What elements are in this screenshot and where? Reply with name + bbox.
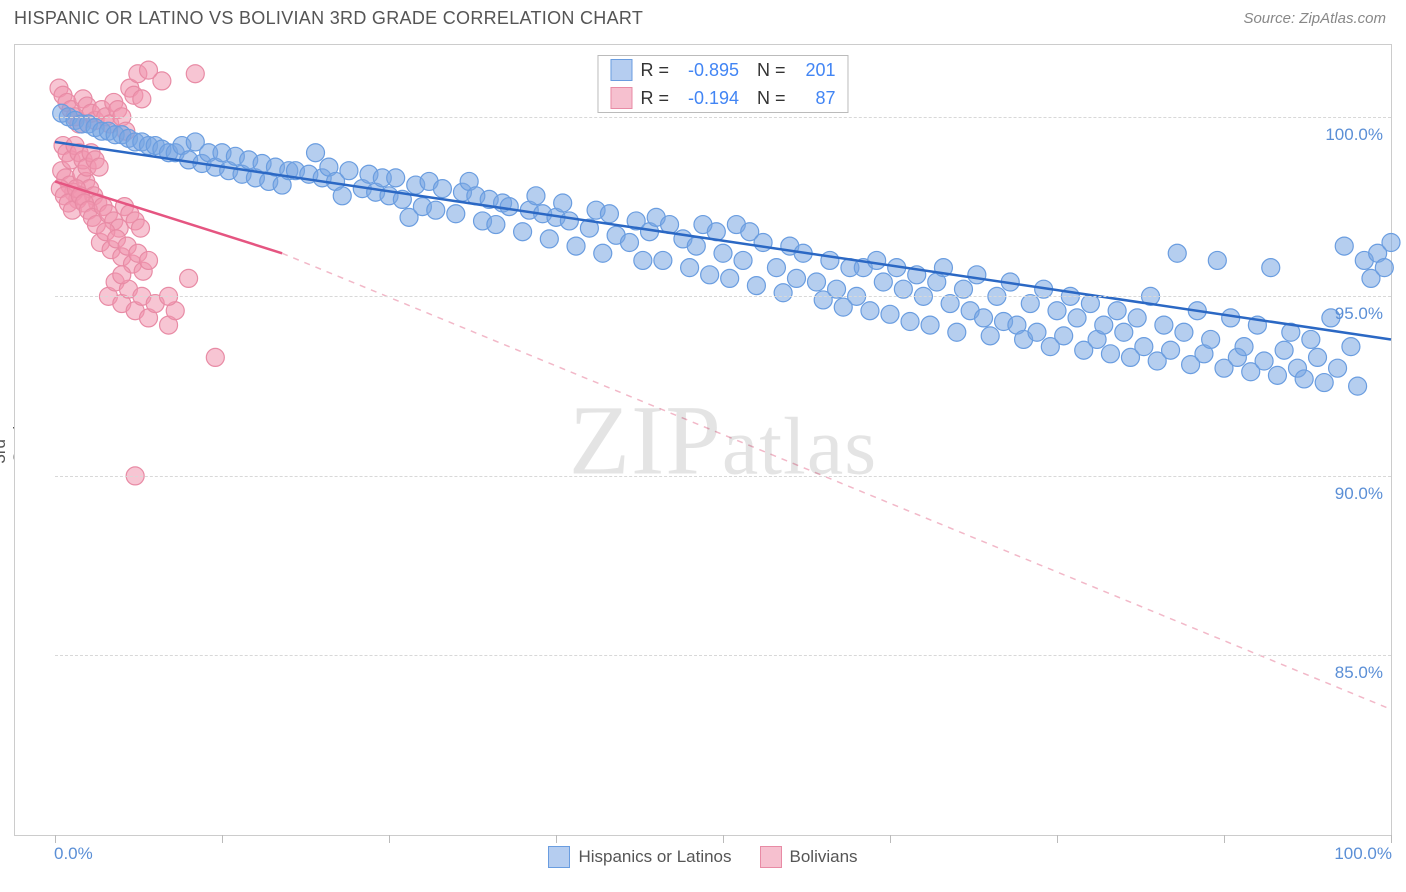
stat-r-value: -0.194 [677, 88, 739, 109]
stat-n-label: N = [747, 60, 786, 81]
legend-label: Bolivians [790, 847, 858, 867]
stat-n-value: 87 [794, 88, 836, 109]
legend-swatch [548, 846, 570, 868]
stat-r-value: -0.895 [677, 60, 739, 81]
scatter-svg [55, 45, 1391, 835]
legend-label: Hispanics or Latinos [578, 847, 731, 867]
stat-n-label: N = [747, 88, 786, 109]
legend-stats-row: R = -0.194 N = 87 [598, 84, 847, 112]
x-tick [890, 835, 891, 843]
chart-title: HISPANIC OR LATINO VS BOLIVIAN 3RD GRADE… [14, 8, 643, 29]
gridline [55, 476, 1391, 477]
stat-r-label: R = [640, 88, 669, 109]
x-tick [1057, 835, 1058, 843]
x-tick [222, 835, 223, 843]
x-tick [389, 835, 390, 843]
x-tick [55, 835, 56, 843]
legend-bottom: Hispanics or Latinos Bolivians [0, 846, 1406, 868]
legend-swatch [760, 846, 782, 868]
y-tick-label: 90.0% [1335, 484, 1383, 504]
legend-item: Hispanics or Latinos [548, 846, 731, 868]
legend-stats-row: R = -0.895 N = 201 [598, 56, 847, 84]
x-tick [1391, 835, 1392, 843]
source-label: Source: ZipAtlas.com [1243, 10, 1386, 27]
gridline [55, 117, 1391, 118]
legend-swatch [610, 87, 632, 109]
plot-area: ZIPatlas R = -0.895 N = 201 R = -0.194 N… [55, 45, 1391, 835]
stat-r-label: R = [640, 60, 669, 81]
gridline [55, 296, 1391, 297]
legend-swatch [610, 59, 632, 81]
gridline [55, 655, 1391, 656]
stat-n-value: 201 [794, 60, 836, 81]
x-tick [1224, 835, 1225, 843]
legend-item: Bolivians [760, 846, 858, 868]
y-tick-label: 100.0% [1325, 125, 1383, 145]
x-tick [556, 835, 557, 843]
legend-stats-box: R = -0.895 N = 201 R = -0.194 N = 87 [597, 55, 848, 113]
x-tick [723, 835, 724, 843]
chart-area: ZIPatlas R = -0.895 N = 201 R = -0.194 N… [14, 44, 1392, 836]
y-tick-label: 95.0% [1335, 304, 1383, 324]
y-tick-label: 85.0% [1335, 663, 1383, 683]
